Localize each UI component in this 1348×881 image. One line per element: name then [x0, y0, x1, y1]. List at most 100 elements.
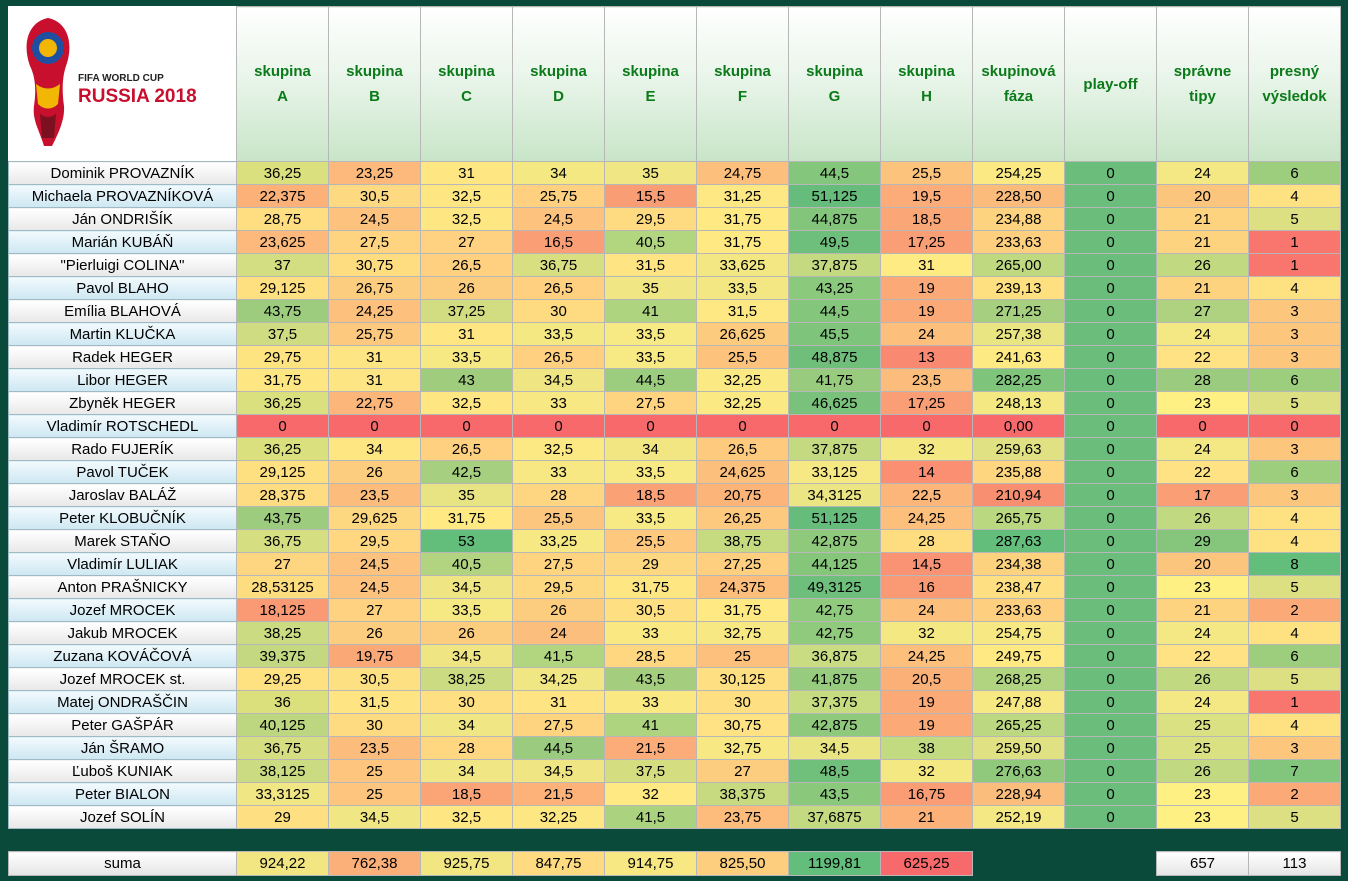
score-cell: 30,5	[328, 667, 421, 691]
score-cell: 241,63	[972, 345, 1065, 369]
table-row: 39,375 19,75 34,5 41,5 28,5 25 36,875 24,25 249,…	[236, 644, 1341, 668]
score-cell: 22,75	[328, 391, 421, 415]
score-cell: 32,25	[696, 391, 789, 415]
score-cell: 24,25	[328, 299, 421, 323]
score-cell: 265,75	[972, 506, 1065, 530]
column-header: skupina G	[788, 6, 881, 162]
score-cell: 26	[328, 460, 421, 484]
score-cell: 7	[1248, 759, 1341, 783]
score-cell: 34,5	[420, 575, 513, 599]
score-cell: 37,375	[788, 690, 881, 714]
score-cell: 29,125	[236, 276, 329, 300]
score-cell: 33,5	[512, 322, 605, 346]
score-cell: 49,3125	[788, 575, 881, 599]
header-line2: výsledok	[1262, 88, 1327, 105]
participant-name: Pavol BLAHO	[8, 276, 237, 300]
score-cell: 51,125	[788, 184, 881, 208]
score-cell: 28,75	[236, 207, 329, 231]
score-cell: 0	[1064, 230, 1157, 254]
participant-name: Pavol TUČEK	[8, 460, 237, 484]
score-cell: 234,38	[972, 552, 1065, 576]
score-cell: 26	[420, 276, 513, 300]
score-cell: 29,5	[512, 575, 605, 599]
column-header: skupina B	[328, 6, 421, 162]
score-cell: 27,5	[512, 713, 605, 737]
name-row: Zbyněk HEGER	[8, 391, 237, 415]
score-cell: 233,63	[972, 230, 1065, 254]
score-cell: 4	[1248, 621, 1341, 645]
score-cell: 27	[420, 230, 513, 254]
score-cell: 0	[1064, 713, 1157, 737]
score-cell: 25,5	[696, 345, 789, 369]
score-cell: 0	[420, 414, 513, 438]
score-cell: 1	[1248, 253, 1341, 277]
score-cell: 26,5	[512, 276, 605, 300]
score-cell: 34,25	[512, 667, 605, 691]
table-row: 36,25 23,25 31 34 35 24,75 44,5 25,5 254,25 0 24 6	[236, 161, 1341, 185]
score-cell: 14,5	[880, 552, 973, 576]
score-cell: 31,5	[696, 299, 789, 323]
name-row: Marián KUBÁŇ	[8, 230, 237, 254]
score-cell: 28	[880, 529, 973, 553]
score-cell: 27	[1156, 299, 1249, 323]
name-row: Martin KLUČKA	[8, 322, 237, 346]
score-cell: 31,75	[696, 598, 789, 622]
score-cell: 23	[1156, 575, 1249, 599]
score-cell: 44,5	[788, 299, 881, 323]
score-cell: 0	[1064, 184, 1157, 208]
score-cell: 24	[1156, 161, 1249, 185]
score-cell: 27	[328, 598, 421, 622]
participant-name: Vladimír LULIAK	[8, 552, 237, 576]
score-cell: 32,5	[420, 805, 513, 829]
score-cell: 26,5	[696, 437, 789, 461]
sum-cell: 924,22	[236, 851, 329, 876]
name-row: Ľuboš KUNIAK	[8, 759, 237, 783]
score-cell: 49,5	[788, 230, 881, 254]
table-row: 29 34,5 32,5 32,25 41,5 23,75 37,6875 21 252,19 0…	[236, 805, 1341, 829]
score-cell: 32	[604, 782, 697, 806]
score-cell: 18,5	[604, 483, 697, 507]
score-cell: 40,5	[604, 230, 697, 254]
score-cell: 31	[512, 690, 605, 714]
participant-name: Ján ONDRIŠÍK	[8, 207, 237, 231]
sum-tips: 657 113	[1156, 851, 1341, 876]
score-cell: 247,88	[972, 690, 1065, 714]
header-line2: fáza	[1003, 88, 1034, 105]
column-header: play-off	[1064, 6, 1157, 162]
score-cell: 2	[1248, 598, 1341, 622]
score-cell: 27	[696, 759, 789, 783]
score-cell: 34	[604, 437, 697, 461]
score-cell: 24	[880, 598, 973, 622]
score-cell: 34	[420, 759, 513, 783]
name-row: Libor HEGER	[8, 368, 237, 392]
score-cell: 30,75	[696, 713, 789, 737]
score-cell: 0	[1064, 161, 1157, 185]
score-cell: 210,94	[972, 483, 1065, 507]
score-cell: 32	[880, 437, 973, 461]
header-line2: E	[645, 88, 656, 105]
score-cell: 19,75	[328, 644, 421, 668]
table-row: 27 24,5 40,5 27,5 29 27,25 44,125 14,5 234,38 0 20…	[236, 552, 1341, 576]
participant-name: Peter GAŠPÁR	[8, 713, 237, 737]
score-cell: 33,25	[512, 529, 605, 553]
score-cell: 40,5	[420, 552, 513, 576]
score-cell: 19	[880, 299, 973, 323]
table-row: 23,625 27,5 27 16,5 40,5 31,75 49,5 17,25 233,63…	[236, 230, 1341, 254]
participant-name: Jozef SOLÍN	[8, 805, 237, 829]
score-cell: 41,5	[512, 644, 605, 668]
score-cell: 43,75	[236, 506, 329, 530]
score-cell: 0	[1064, 345, 1157, 369]
header-line2: G	[828, 88, 841, 105]
score-cell: 2	[1248, 782, 1341, 806]
score-cell: 18,125	[236, 598, 329, 622]
table-row: 28,375 23,5 35 28 18,5 20,75 34,3125 22,5 210,94…	[236, 483, 1341, 507]
score-cell: 42,875	[788, 713, 881, 737]
score-cell: 27	[236, 552, 329, 576]
score-cell: 42,875	[788, 529, 881, 553]
score-cell: 31,5	[328, 690, 421, 714]
score-cell: 26	[1156, 667, 1249, 691]
header-line1: skupinová	[981, 63, 1056, 80]
score-cell: 24,25	[880, 644, 973, 668]
score-cell: 34,5	[512, 368, 605, 392]
score-cell: 32,75	[696, 736, 789, 760]
